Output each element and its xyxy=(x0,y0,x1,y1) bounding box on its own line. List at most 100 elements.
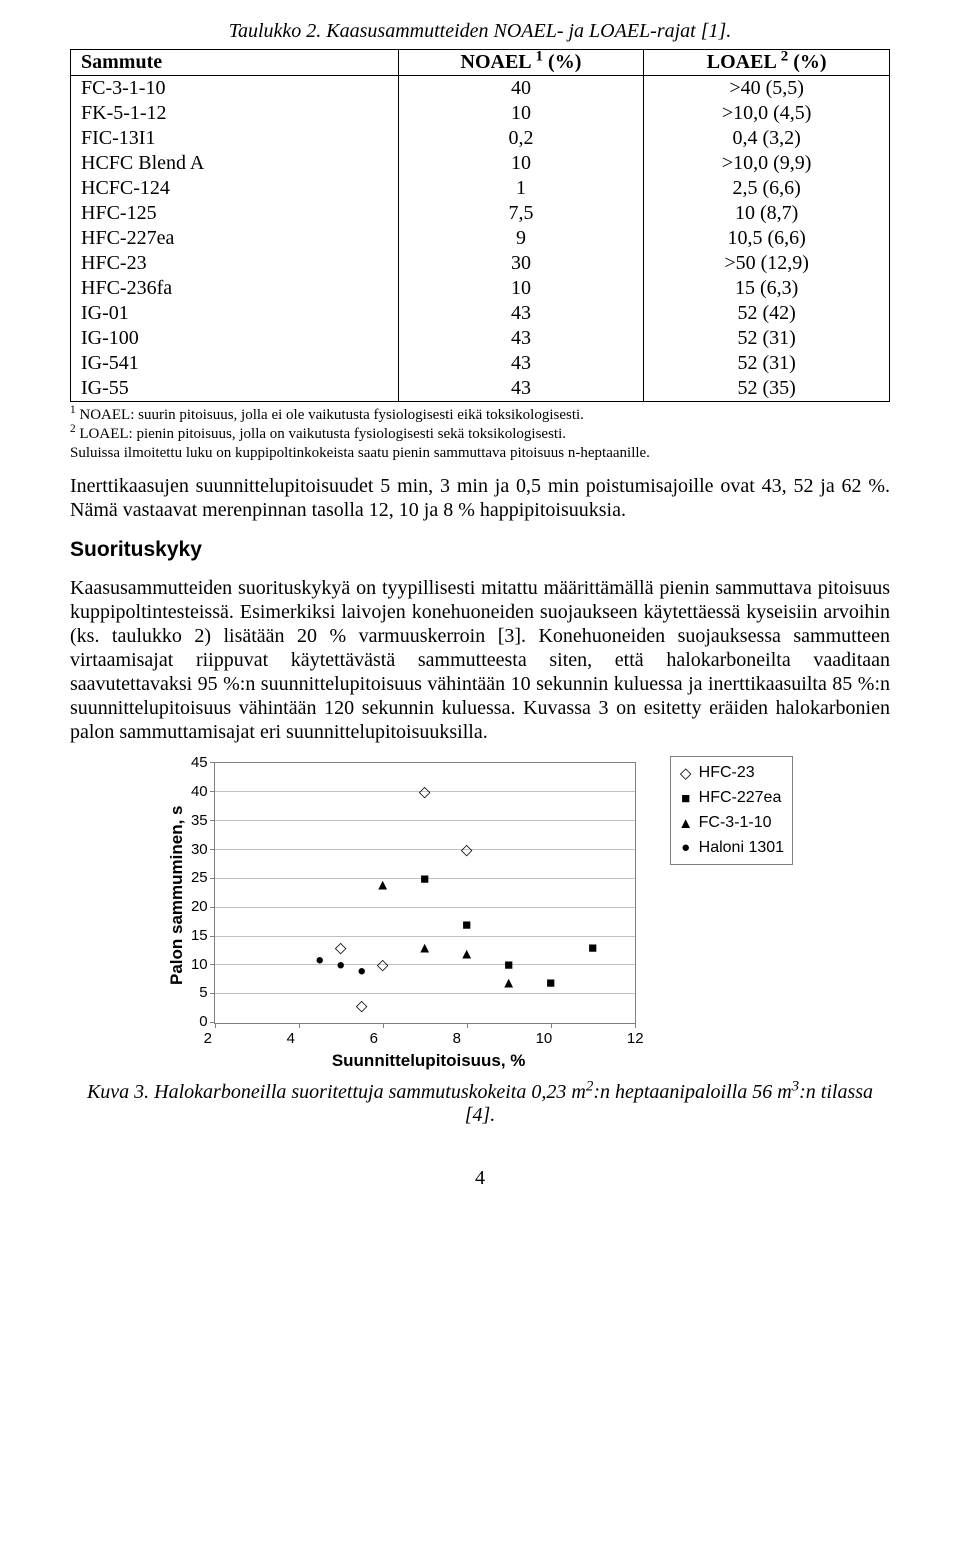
table-cell: 30 xyxy=(398,251,644,276)
table-cell: FC-3-1-10 xyxy=(71,76,399,102)
table-row: HFC-227ea910,5 (6,6) xyxy=(71,226,890,251)
chart-marker: ● xyxy=(315,952,324,967)
table-row: FIC-13I10,20,4 (3,2) xyxy=(71,126,890,151)
y-axis-ticks: 454035302520151050 xyxy=(191,755,214,1029)
chart-marker: ■ xyxy=(588,941,597,956)
chart-marker: ▲ xyxy=(459,946,474,961)
chart-marker: ◇ xyxy=(356,998,368,1013)
section-heading: Suorituskyky xyxy=(70,538,890,562)
table-row: HCFC-12412,5 (6,6) xyxy=(71,176,890,201)
legend-marker-icon: ◇ xyxy=(677,762,695,785)
chart-marker: ▲ xyxy=(501,975,516,990)
legend-label: FC-3-1-10 xyxy=(699,811,772,836)
y-tick-label: 45 xyxy=(191,755,208,770)
table-cell: 43 xyxy=(398,351,644,376)
table-cell: >10,0 (4,5) xyxy=(644,101,890,126)
page-number: 4 xyxy=(70,1167,890,1190)
table-header: LOAEL 2 (%) xyxy=(644,50,890,76)
table-cell: >40 (5,5) xyxy=(644,76,890,102)
y-tick-label: 40 xyxy=(191,784,208,799)
table-cell: >50 (12,9) xyxy=(644,251,890,276)
x-tick-label: 10 xyxy=(536,1030,553,1047)
table-cell: IG-55 xyxy=(71,376,399,402)
x-tick-label: 2 xyxy=(204,1030,212,1047)
x-tick-label: 12 xyxy=(627,1030,644,1047)
table-cell: 0,4 (3,2) xyxy=(644,126,890,151)
table-row: IG-554352 (35) xyxy=(71,376,890,402)
table-row: IG-1004352 (31) xyxy=(71,326,890,351)
chart-marker: ■ xyxy=(504,958,513,973)
legend-label: HFC-227ea xyxy=(699,786,782,811)
table-cell: HFC-125 xyxy=(71,201,399,226)
table-cell: 9 xyxy=(398,226,644,251)
table-cell: 10 xyxy=(398,101,644,126)
footnote-2: 2 LOAEL: pienin pitoisuus, jolla on vaik… xyxy=(70,425,890,444)
chart-marker: ▲ xyxy=(375,877,390,892)
table-row: HFC-236fa1015 (6,3) xyxy=(71,276,890,301)
table-cell: 1 xyxy=(398,176,644,201)
footnote-1: 1 NOAEL: suurin pitoisuus, jolla ei ole … xyxy=(70,406,890,425)
x-axis-title: Suunnittelupitoisuus, % xyxy=(214,1051,644,1071)
chart-marker: ◇ xyxy=(377,958,389,973)
table-row: FC-3-1-1040>40 (5,5) xyxy=(71,76,890,102)
table-row: IG-014352 (42) xyxy=(71,301,890,326)
table-cell: 52 (31) xyxy=(644,351,890,376)
table-cell: 43 xyxy=(398,326,644,351)
table-cell: HFC-236fa xyxy=(71,276,399,301)
table-row: FK-5-1-1210>10,0 (4,5) xyxy=(71,101,890,126)
chart-marker: ■ xyxy=(462,918,471,933)
x-axis-ticks: 2 4 6 8 10 12 xyxy=(204,1024,644,1047)
chart-legend: ◇HFC-23■HFC-227ea▲FC-3-1-10●Haloni 1301 xyxy=(670,756,793,865)
table-cell: 43 xyxy=(398,376,644,402)
table-cell: >10,0 (9,9) xyxy=(644,151,890,176)
legend-label: Haloni 1301 xyxy=(699,836,784,861)
x-tick-label: 6 xyxy=(370,1030,378,1047)
extinguish-chart: Palon sammuminen, s 454035302520151050 ◇… xyxy=(70,762,890,1071)
x-tick-label: 8 xyxy=(453,1030,461,1047)
paragraph-2: Kaasusammutteiden suorituskykyä on tyypi… xyxy=(70,576,890,744)
legend-item: ◇HFC-23 xyxy=(677,761,784,786)
y-tick-label: 15 xyxy=(191,928,208,943)
chart-plot-area: ◇◇◇◇◇■■■■■▲▲▲▲●●● xyxy=(214,762,636,1024)
footnote-3: Suluissa ilmoitettu luku on kuppipoltink… xyxy=(70,444,890,463)
chart-marker: ● xyxy=(336,958,345,973)
legend-marker-icon: ▲ xyxy=(677,812,695,835)
chart-marker: ◇ xyxy=(461,842,473,857)
legend-marker-icon: ● xyxy=(677,836,695,859)
table-cell: 52 (42) xyxy=(644,301,890,326)
paragraph-1: Inerttikaasujen suunnittelupitoisuudet 5… xyxy=(70,474,890,522)
legend-item: ▲FC-3-1-10 xyxy=(677,811,784,836)
table-cell: HFC-23 xyxy=(71,251,399,276)
table-caption: Taulukko 2. Kaasusammutteiden NOAEL- ja … xyxy=(70,20,890,43)
legend-item: ●Haloni 1301 xyxy=(677,836,784,861)
table-cell: HCFC Blend A xyxy=(71,151,399,176)
legend-marker-icon: ■ xyxy=(677,787,695,810)
table-cell: 43 xyxy=(398,301,644,326)
chart-marker: ◇ xyxy=(419,785,431,800)
table-row: HCFC Blend A10>10,0 (9,9) xyxy=(71,151,890,176)
y-axis-title: Palon sammuminen, s xyxy=(167,762,187,1029)
table-cell: 2,5 (6,6) xyxy=(644,176,890,201)
table-cell: IG-541 xyxy=(71,351,399,376)
table-cell: 7,5 xyxy=(398,201,644,226)
table-row: HFC-2330>50 (12,9) xyxy=(71,251,890,276)
chart-marker: ■ xyxy=(420,871,429,886)
chart-marker: ▲ xyxy=(417,941,432,956)
table-row: HFC-1257,510 (8,7) xyxy=(71,201,890,226)
noael-loael-table: SammuteNOAEL 1 (%)LOAEL 2 (%) FC-3-1-104… xyxy=(70,49,890,402)
table-cell: IG-100 xyxy=(71,326,399,351)
x-tick-label: 4 xyxy=(287,1030,295,1047)
legend-label: HFC-23 xyxy=(699,761,755,786)
table-cell: HCFC-124 xyxy=(71,176,399,201)
table-cell: FIC-13I1 xyxy=(71,126,399,151)
chart-marker: ■ xyxy=(546,975,555,990)
table-cell: HFC-227ea xyxy=(71,226,399,251)
table-cell: 10,5 (6,6) xyxy=(644,226,890,251)
table-cell: FK-5-1-12 xyxy=(71,101,399,126)
chart-marker: ◇ xyxy=(335,941,347,956)
table-cell: 0,2 xyxy=(398,126,644,151)
table-header: NOAEL 1 (%) xyxy=(398,50,644,76)
figure-caption: Kuva 3. Halokarboneilla suoritettuja sam… xyxy=(70,1081,890,1127)
y-tick-label: 30 xyxy=(191,842,208,857)
table-cell: 52 (31) xyxy=(644,326,890,351)
